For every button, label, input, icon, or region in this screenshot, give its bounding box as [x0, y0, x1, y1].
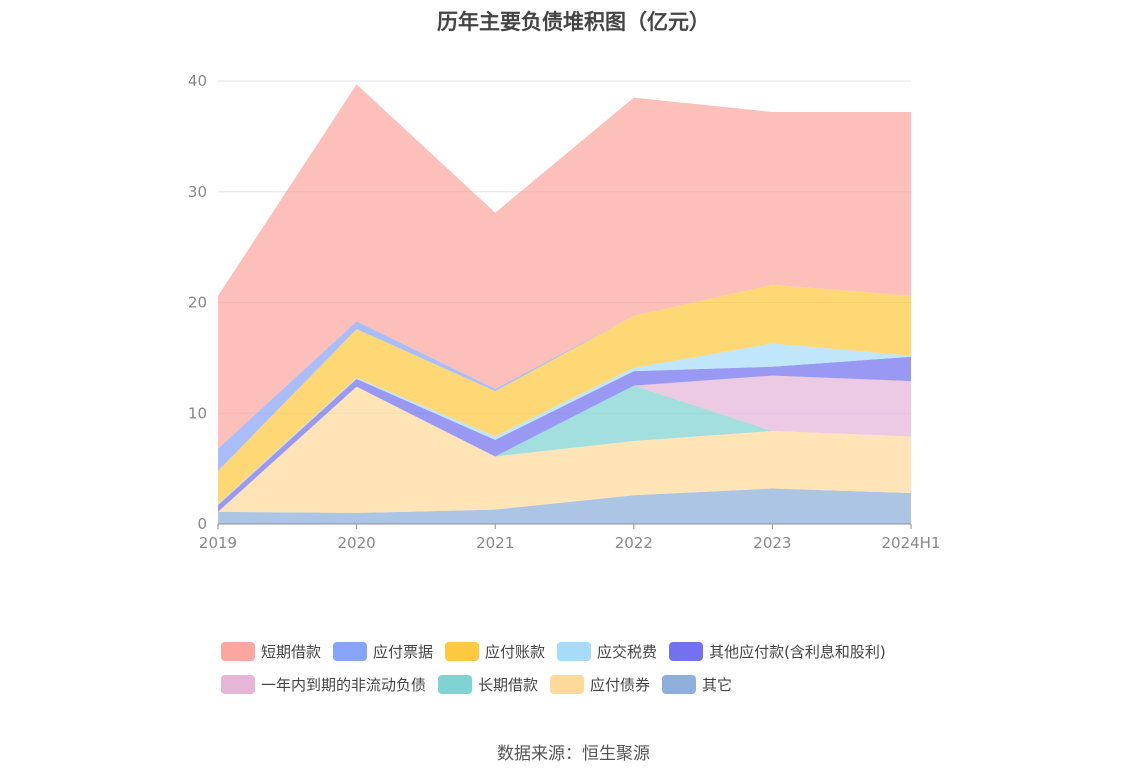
chart-title: 历年主要负债堆积图（亿元） [437, 10, 710, 34]
area-series-layer [218, 84, 911, 524]
legend-label: 一年内到期的非流动负债 [261, 675, 427, 694]
legend-swatch [550, 674, 585, 694]
legend-label: 应付债券 [590, 675, 651, 694]
legend-item[interactable]: 应付债券 [550, 674, 650, 695]
area-series-3[interactable] [218, 375, 911, 512]
area-series-0[interactable] [218, 488, 911, 524]
legend-swatch [221, 674, 255, 694]
area-series-2[interactable] [218, 385, 911, 512]
legend-swatch [438, 674, 473, 694]
legend-swatch [333, 641, 368, 661]
legend-label: 应交税费 [597, 642, 658, 661]
legend-row: 短期借款 应付票据 应付账款 应交税费 其他应付款(含利息和股利) [221, 640, 981, 662]
legend-item[interactable]: 应付账款 [445, 641, 545, 662]
legend-item[interactable]: 长期借款 [438, 674, 538, 695]
area-series-1[interactable] [218, 386, 911, 513]
x-tick-label: 2024H1 [882, 534, 941, 552]
y-tick-label: 0 [197, 515, 207, 533]
legend-swatch [662, 674, 697, 694]
legend-label: 长期借款 [478, 675, 539, 694]
legend-item[interactable]: 其它 [662, 674, 732, 695]
legend-swatch [669, 641, 704, 661]
legend-label: 短期借款 [261, 642, 322, 661]
legend-item[interactable]: 短期借款 [221, 641, 321, 662]
y-tick-label: 20 [188, 294, 207, 312]
legend-swatch [557, 641, 592, 661]
x-tick-label: 2021 [476, 534, 514, 552]
legend-swatch [445, 641, 480, 661]
data-source-note: 数据来源：恒生聚源 [497, 744, 650, 764]
x-tick-label: 2022 [615, 534, 653, 552]
legend-row: 一年内到期的非流动负债 长期借款 应付债券 其它 [221, 673, 981, 695]
area-series-6[interactable] [218, 284, 911, 505]
tick-labels: 0 10 20 30 40 2019 2020 2021 2022 2023 2024H1 [188, 72, 941, 552]
legend-item[interactable]: 应交税费 [557, 641, 657, 662]
y-tick-label: 40 [188, 72, 207, 90]
legend-item[interactable]: 一年内到期的非流动负债 [221, 674, 426, 695]
legend: 短期借款 应付票据 应付账款 应交税费 其他应付款(含利息和股利) 一年内到期的非流动负债… [221, 640, 981, 706]
axes [217, 523, 912, 529]
legend-swatch [221, 641, 255, 661]
legend-label: 应付票据 [373, 642, 434, 661]
x-tick-label: 2023 [753, 534, 791, 552]
x-tick-label: 2020 [338, 534, 376, 552]
area-series-5[interactable] [218, 343, 911, 506]
legend-label: 应付账款 [485, 642, 546, 661]
area-series-4[interactable] [218, 356, 911, 512]
legend-item[interactable]: 其他应付款(含利息和股利) [669, 641, 886, 662]
x-tick-label: 2019 [199, 534, 237, 552]
legend-label: 其它 [702, 675, 733, 694]
legend-label: 其他应付款(含利息和股利) [709, 642, 886, 661]
y-tick-label: 10 [188, 404, 207, 422]
area-series-8[interactable] [218, 84, 911, 449]
y-tick-label: 30 [188, 183, 207, 201]
stacked-area-chart: 0 10 20 30 40 2019 2020 2021 2022 2023 2024H1 [188, 72, 941, 552]
legend-item[interactable]: 应付票据 [333, 641, 433, 662]
